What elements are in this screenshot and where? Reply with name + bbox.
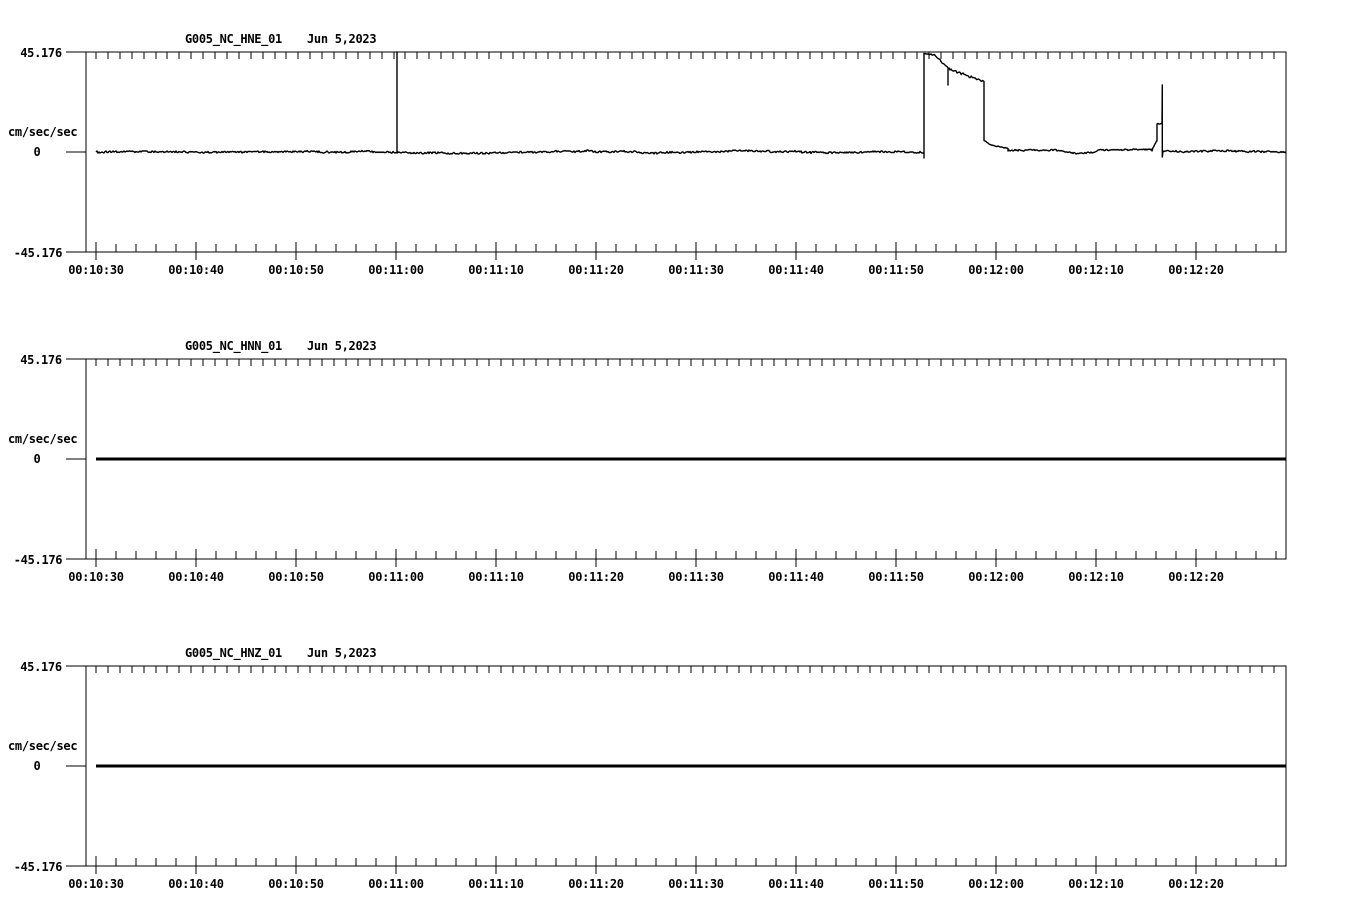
- x-tick-label: 00:10:40: [168, 263, 223, 277]
- x-tick-label: 00:11:30: [668, 263, 723, 277]
- panel-title-date: Jun 5,2023: [307, 32, 376, 46]
- y-min-label: -45.176: [14, 246, 63, 260]
- x-tick-label: 00:12:00: [968, 263, 1023, 277]
- x-tick-label: 00:11:20: [568, 263, 623, 277]
- panel-title-station: G005_NC_HNZ_01: [185, 646, 282, 661]
- x-tick-label: 00:11:00: [368, 877, 423, 891]
- x-tick-label: 00:10:50: [268, 877, 323, 891]
- seismogram-panel-hnn: 00:10:30 00:10:40 00:10:50 00:11:00 00:11:10…: [8, 339, 1287, 584]
- panel-title-station: G005_NC_HNN_01: [185, 339, 282, 354]
- top-axis-ticks: [95, 52, 1275, 59]
- bottom-major-ticks: 00:10:30 00:10:40 00:10:50 00:11:00 00:11:10…: [68, 549, 1224, 584]
- y-units-label: cm/sec/sec: [8, 432, 77, 446]
- bottom-major-ticks: 00:10:30 00:10:40 00:10:50 00:11:00 00:11:10…: [68, 856, 1224, 891]
- y-units-label: cm/sec/sec: [8, 739, 77, 753]
- x-tick-label: 00:12:10: [1068, 877, 1123, 891]
- top-axis-ticks: [95, 666, 1275, 673]
- x-tick-label: 00:11:50: [868, 263, 923, 277]
- x-tick-label: 00:12:20: [1168, 877, 1223, 891]
- bottom-axis-ticks: [95, 244, 1277, 252]
- x-tick-label: 00:12:10: [1068, 263, 1123, 277]
- x-tick-label: 00:10:30: [68, 570, 123, 584]
- x-tick-label: 00:10:50: [268, 570, 323, 584]
- x-tick-label: 00:10:30: [68, 263, 123, 277]
- x-tick-label: 00:10:40: [168, 570, 223, 584]
- axes-group: 00:10:30 00:10:40 00:10:50 00:11:00 00:11:10…: [66, 51, 1287, 277]
- x-tick-label: 00:11:00: [368, 263, 423, 277]
- x-tick-label: 00:12:20: [1168, 570, 1223, 584]
- y-axis-ticks: [66, 51, 86, 253]
- x-tick-label: 00:11:30: [668, 570, 723, 584]
- x-tick-label: 00:11:10: [468, 877, 523, 891]
- panel-title-date: Jun 5,2023: [307, 339, 376, 353]
- axis-box: [85, 51, 1287, 253]
- x-tick-label: 00:10:30: [68, 877, 123, 891]
- x-tick-label: 00:10:50: [268, 263, 323, 277]
- axis-box: [85, 665, 1287, 867]
- axis-box: [85, 358, 1287, 560]
- y-max-label: 45.176: [20, 353, 62, 367]
- x-tick-label: 00:11:40: [768, 570, 823, 584]
- x-tick-label: 00:11:20: [568, 570, 623, 584]
- x-tick-label: 00:11:50: [868, 570, 923, 584]
- y-units-label: cm/sec/sec: [8, 125, 77, 139]
- x-tick-label: 00:11:40: [768, 877, 823, 891]
- x-tick-label: 00:10:40: [168, 877, 223, 891]
- axes-group: 00:10:30 00:10:40 00:10:50 00:11:00 00:11:10…: [66, 358, 1287, 584]
- x-tick-label: 00:11:40: [768, 263, 823, 277]
- x-tick-label: 00:11:20: [568, 877, 623, 891]
- seismogram-panel-hnz: 00:10:30 00:10:40 00:10:50 00:11:00 00:11:10…: [8, 646, 1287, 891]
- bottom-axis-ticks: [95, 858, 1277, 866]
- y-axis-ticks: [66, 665, 86, 867]
- y-max-label: 45.176: [20, 46, 62, 60]
- y-zero-label: 0: [34, 452, 41, 466]
- x-tick-label: 00:12:10: [1068, 570, 1123, 584]
- x-tick-label: 00:12:00: [968, 570, 1023, 584]
- x-tick-label: 00:12:20: [1168, 263, 1223, 277]
- x-tick-label: 00:11:50: [868, 877, 923, 891]
- y-min-label: -45.176: [14, 553, 63, 567]
- x-tick-label: 00:11:10: [468, 570, 523, 584]
- x-tick-label: 00:11:10: [468, 263, 523, 277]
- x-tick-label: 00:11:30: [668, 877, 723, 891]
- y-zero-label: 0: [34, 759, 41, 773]
- bottom-axis-ticks: [95, 551, 1277, 559]
- y-min-label: -45.176: [14, 860, 63, 874]
- waveform-trace-hne: [95, 51, 1287, 159]
- bottom-major-ticks: 00:10:30 00:10:40 00:10:50 00:11:00 00:11:10…: [68, 242, 1224, 277]
- y-max-label: 45.176: [20, 660, 62, 674]
- y-axis-ticks: [66, 358, 86, 560]
- panel-title-station: G005_NC_HNE_01: [185, 32, 282, 47]
- panel-title-date: Jun 5,2023: [307, 646, 376, 660]
- x-tick-label: 00:12:00: [968, 877, 1023, 891]
- x-tick-label: 00:11:00: [368, 570, 423, 584]
- y-zero-label: 0: [34, 145, 41, 159]
- axes-group: 00:10:30 00:10:40 00:10:50 00:11:00 00:11:10…: [66, 665, 1287, 891]
- seismogram-panel-hne: 00:10:30 00:10:40 00:10:50 00:11:00 00:11:10…: [8, 32, 1287, 277]
- top-axis-ticks: [95, 359, 1275, 366]
